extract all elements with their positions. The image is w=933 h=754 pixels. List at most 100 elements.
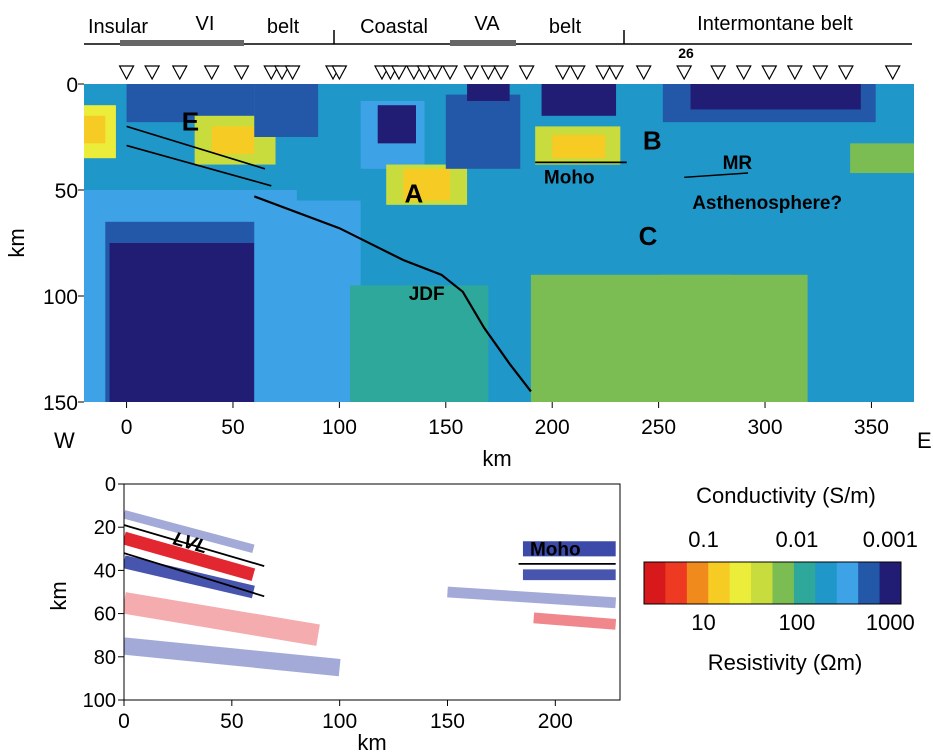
bottom-feature-label: Moho: [530, 539, 581, 560]
station-marker: [884, 65, 901, 81]
belt-label: VA: [474, 13, 500, 35]
station-marker: [735, 65, 752, 81]
seismic-band: [533, 612, 617, 630]
belt-label: Intermontane belt: [697, 13, 853, 35]
station-marker: [331, 65, 348, 81]
station-marker: [676, 65, 693, 81]
belt-label: Insular: [88, 16, 148, 38]
resistivity-cell: [403, 168, 451, 201]
station-marker: [273, 65, 290, 81]
west-label: W: [54, 428, 75, 453]
y-tick-label: 80: [94, 647, 116, 669]
layer-line: [126, 125, 266, 170]
colorbar-title-bottom: Resistivity (Ωm): [708, 650, 863, 675]
station-markers: [118, 65, 901, 81]
resistivity-cell: [84, 115, 106, 144]
x-tick-label: 100: [322, 710, 357, 733]
x-tick-label: 50: [220, 710, 243, 733]
colorbar-swatch: [665, 562, 688, 604]
station-marker: [427, 65, 444, 81]
resistivity-cell: [690, 84, 861, 110]
belt-label: VI: [196, 13, 215, 35]
colorbar-swatch: [708, 562, 731, 604]
belt-header: Insular VI belt Coastal VA belt Intermon…: [84, 13, 912, 81]
feature-label: Asthenosphere?: [692, 193, 842, 214]
x-tick-label: 150: [430, 710, 465, 733]
colorbar-swatch: [793, 562, 816, 604]
feature-label: A: [404, 179, 423, 209]
station-marker: [144, 65, 161, 81]
conductivity-ticks: 0.1 0.01 0.001: [688, 527, 918, 552]
station-marker: [263, 65, 280, 81]
resistivity-cell: [350, 285, 489, 402]
station-marker: [390, 65, 407, 81]
feature-label: MR: [723, 153, 753, 174]
resistivity-model: [84, 84, 914, 402]
resistivity-cell: [552, 134, 606, 159]
resistivity-cell: [377, 105, 416, 144]
colorbar-frame: [643, 561, 902, 605]
station-marker: [554, 65, 571, 81]
station-marker: [284, 65, 301, 81]
resistivity-tick-label: 10: [691, 610, 715, 635]
resistivity-cell: [467, 84, 510, 101]
x-tick-label: 200: [538, 710, 573, 733]
feature-label: B: [643, 126, 662, 156]
resistivity-cell: [254, 84, 319, 137]
y-tick-label: 50: [55, 180, 78, 203]
mr-line: [684, 172, 749, 178]
top-axes: 0 50 100 150 200 250 300 350 0 50 100 150: [43, 74, 889, 439]
lvl-lower-line: [124, 552, 265, 598]
station-marker: [493, 65, 510, 81]
station-number: 26: [678, 45, 694, 61]
seismic-bands: [124, 510, 617, 677]
bottom-background: [124, 484, 620, 700]
colorbar-title-top: Conductivity (S/m): [696, 483, 876, 508]
vi-bar: [120, 40, 244, 46]
station-marker: [480, 65, 497, 81]
colorbar: Conductivity (S/m) 0.1 0.01 0.001 10 100 100…: [643, 483, 918, 675]
station-marker: [635, 65, 652, 81]
station-marker: [463, 65, 480, 81]
resistivity-cell: [109, 243, 255, 402]
resistivity-ticks: 10 100 1000: [691, 610, 914, 635]
x-tick-label: 50: [221, 416, 244, 439]
station-marker: [442, 65, 459, 81]
east-label: E: [917, 428, 932, 453]
seismic-band: [447, 586, 617, 609]
feature-label: Moho: [544, 168, 595, 189]
y-tick-label: 100: [83, 690, 116, 712]
slab-line: [253, 195, 532, 393]
x-tick-label: 300: [748, 416, 783, 439]
conductivity-tick-label: 0.001: [863, 527, 918, 552]
station-marker: [118, 65, 135, 81]
station-marker: [203, 65, 220, 81]
top-plot: E A B C MR Asthenosphere? JDF Moho 0 50 100 150 200…: [4, 74, 932, 471]
resistivity-cell: [211, 126, 255, 154]
x-tick-label: 150: [428, 416, 463, 439]
x-tick-label: 200: [535, 416, 570, 439]
station-marker: [233, 65, 250, 81]
resistivity-tick-label: 1000: [866, 610, 915, 635]
station-marker: [518, 65, 535, 81]
seismic-band: [124, 531, 256, 581]
colorbar-swatch: [751, 562, 773, 604]
colorbar-swatch: [879, 562, 902, 604]
belt-label: Coastal: [360, 16, 428, 38]
belt-label: belt: [549, 16, 582, 38]
x-tick-label: 350: [854, 416, 889, 439]
colorbar-swatch: [729, 562, 752, 604]
bottom-frame: [123, 483, 621, 701]
colorbar-swatch: [815, 562, 838, 604]
seismic-band: [124, 592, 320, 646]
station-marker: [710, 65, 727, 81]
y-tick-label: 40: [94, 560, 116, 582]
y-tick-label: 100: [43, 286, 78, 309]
colorbar-swatch: [858, 562, 881, 604]
conductivity-tick-label: 0.1: [688, 527, 719, 552]
resistivity-cell: [254, 200, 361, 402]
feature-label: JDF: [409, 284, 445, 305]
x-tick-label: 250: [641, 416, 676, 439]
